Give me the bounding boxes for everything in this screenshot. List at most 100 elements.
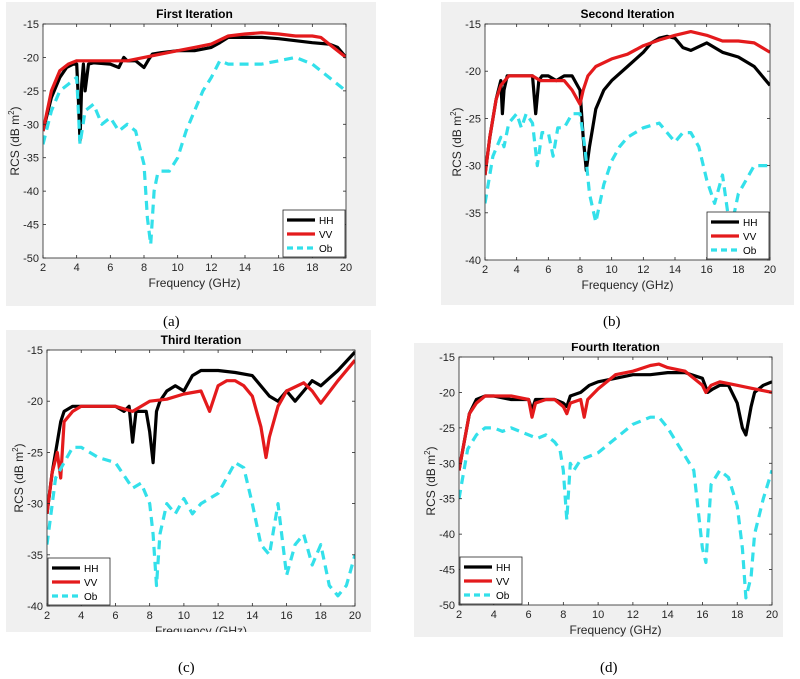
caption-b: (b) [603,314,621,330]
chart-svg: 2 4 6 8 10 12 14 16 18 20 -15 -20 -25 -30 -35 -40 -45 -50… [414,343,783,637]
x-axis-label: Frequency (GHz) [569,623,661,637]
x-tick-label: 6 [107,262,113,274]
y-axis-label-end: ) [424,446,438,450]
series-group [485,30,770,234]
legend: HH VV Ob [706,211,770,260]
legend-label-vv: VV [496,577,510,588]
legend-label-ob: Ob [743,246,757,257]
x-tick-label: 20 [340,262,352,274]
y-tick-label: -20 [439,387,455,399]
x-tick-label: 12 [637,264,649,276]
y-tick-label: -35 [23,153,39,165]
caption-c: (c) [178,660,195,676]
x-tick-label: 8 [560,609,566,621]
y-axis-label-main: RCS (dB m [450,116,464,177]
y-tick-label: -45 [23,220,39,232]
x-tick-label: 4 [514,264,520,276]
x-tick-label: 16 [701,264,713,276]
y-tick-label: -25 [27,447,43,459]
axes-box [42,23,347,259]
legend-label-ob: Ob [84,592,98,603]
y-tick-label: -20 [465,66,481,78]
y-tick-label: -30 [23,119,39,131]
chart-title: Third Iteration [161,333,242,347]
series-line-hh [43,35,346,143]
x-tick-label: 8 [577,264,583,276]
series-line-ob [459,415,772,600]
chart-panel-c: 2 4 6 8 10 12 14 16 18 20 -15 -20 -25 -30 -35 -40 Third … [6,330,371,632]
y-tick-label: -35 [439,494,455,506]
x-tick-label: 6 [112,610,118,622]
x-tick-label: 6 [545,264,551,276]
y-axis-label: RCS (dB m2) [11,443,26,512]
series-line-vv [459,362,772,471]
chart-panel-a: 2 4 6 8 10 12 14 16 18 20 -15 -20 -25 -30 -35 -40 -45 -50… [6,2,376,306]
legend-label-ob: Ob [319,244,333,255]
y-axis-label-sup: 2 [449,111,458,116]
y-tick-label: -20 [27,396,43,408]
y-tick-label: -35 [27,550,43,562]
y-tick-label: -25 [439,423,455,435]
y-tick-label: -40 [439,529,455,541]
x-tick-label: 16 [280,610,292,622]
x-tick-label: 18 [315,610,327,622]
x-tick-label: 4 [491,609,497,621]
legend-label-vv: VV [84,578,98,589]
caption-a: (a) [163,314,180,330]
x-tick-label: 4 [78,610,84,622]
y-axis-label: RCS (dB m2) [449,107,464,176]
series-line-ob [43,55,346,247]
x-tick-label: 2 [40,262,46,274]
x-tick-label: 2 [482,264,488,276]
y-axis-label-main: RCS (dB m [8,115,22,176]
x-tick-label: 10 [592,609,604,621]
x-tick-label: 20 [764,264,776,276]
legend-label-ob: Ob [496,591,510,602]
y-tick-label: -50 [439,600,455,612]
y-axis-label-sup: 2 [423,450,432,455]
y-tick-label: -25 [465,113,481,125]
x-tick-label: 12 [205,262,217,274]
legend: HH VV Ob [282,209,346,258]
x-axis-label: Frequency (GHz) [148,276,240,290]
y-tick-label: -30 [465,161,481,173]
legend: HH VV Ob [459,556,523,605]
series-line-hh [459,371,772,471]
y-tick-label: -15 [439,352,455,364]
x-tick-label: 10 [178,610,190,622]
y-tick-label: -50 [23,253,39,265]
series-line-ob [47,445,355,598]
y-axis-label: RCS (dB m2) [7,106,22,175]
y-tick-label: -25 [23,86,39,98]
series-group [47,350,355,598]
y-axis-label-main: RCS (dB m [424,455,438,516]
x-tick-label: 16 [696,609,708,621]
series-line-ob [485,112,770,234]
y-axis-label-end: ) [8,106,22,110]
chart-title: Second Iteration [580,7,674,21]
chart-svg: 2 4 6 8 10 12 14 16 18 20 -15 -20 -25 -30 -35 -40 Third … [6,330,371,632]
caption-d: (d) [600,660,618,676]
y-axis-label-sup: 2 [7,110,16,115]
series-line-vv [47,359,355,514]
legend-label-hh: HH [84,564,98,575]
y-tick-label: -30 [439,458,455,470]
x-tick-label: 12 [212,610,224,622]
legend-label-hh: HH [496,563,510,574]
x-tick-label: 2 [456,609,462,621]
legend-label-vv: VV [743,232,757,243]
x-tick-label: 20 [349,610,361,622]
y-tick-label: -40 [465,255,481,267]
x-tick-label: 10 [172,262,184,274]
legend: HH VV Ob [47,557,111,606]
x-tick-label: 18 [306,262,318,274]
y-axis-label-sup: 2 [11,447,20,452]
y-tick-label: -40 [27,601,43,613]
chart-title: Fourth Iteration [571,343,660,354]
x-tick-label: 18 [732,264,744,276]
x-tick-label: 10 [606,264,618,276]
series-line-vv [43,31,346,132]
x-tick-label: 2 [44,610,50,622]
x-tick-label: 20 [766,609,778,621]
x-tick-label: 14 [669,264,681,276]
